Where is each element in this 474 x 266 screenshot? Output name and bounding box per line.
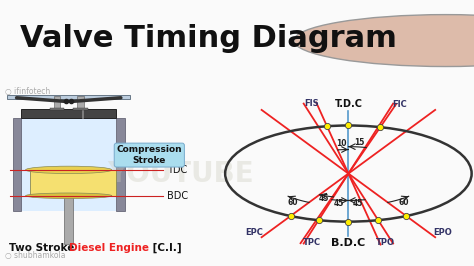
Text: FIS: FIS [304,99,319,108]
Text: T.D.C: T.D.C [334,99,363,109]
Bar [13,118,21,211]
Text: EPO: EPO [433,228,452,237]
Text: TDC: TDC [167,165,188,175]
Bar [21,109,116,118]
Text: ○ ifinfotech: ○ ifinfotech [5,87,50,96]
Bar [116,118,125,211]
Ellipse shape [26,166,112,174]
Text: 45: 45 [319,194,329,203]
Text: 60: 60 [288,198,298,207]
Text: 45: 45 [353,199,363,208]
Text: FIC: FIC [392,100,407,109]
Text: [C.I.]: [C.I.] [149,243,182,253]
Text: 60: 60 [399,198,409,207]
Bar [50,107,64,110]
Bar [7,95,130,99]
Text: ○ shubhamkola: ○ shubhamkola [5,251,65,260]
Text: Valve Timing Diagram: Valve Timing Diagram [20,24,397,53]
Text: B.D.C: B.D.C [331,238,365,248]
Text: EPC: EPC [246,228,264,237]
Bar [30,170,116,196]
Text: BDC: BDC [167,191,189,201]
Text: Compression
Stroke: Compression Stroke [117,146,182,165]
Text: TPC: TPC [303,238,321,247]
Text: 15: 15 [354,138,364,147]
Bar [21,118,116,211]
Text: YOUTUBE: YOUTUBE [107,160,254,188]
Circle shape [294,15,474,66]
Text: 10: 10 [337,139,347,148]
Text: TPO: TPO [375,238,394,247]
Bar [54,96,60,109]
Bar [64,196,73,244]
Ellipse shape [26,193,112,198]
Bar [73,107,88,110]
Text: 45: 45 [334,199,344,208]
Bar [77,96,84,109]
Text: Two Stroke: Two Stroke [9,243,79,253]
Text: Diesel Engine: Diesel Engine [69,243,149,253]
